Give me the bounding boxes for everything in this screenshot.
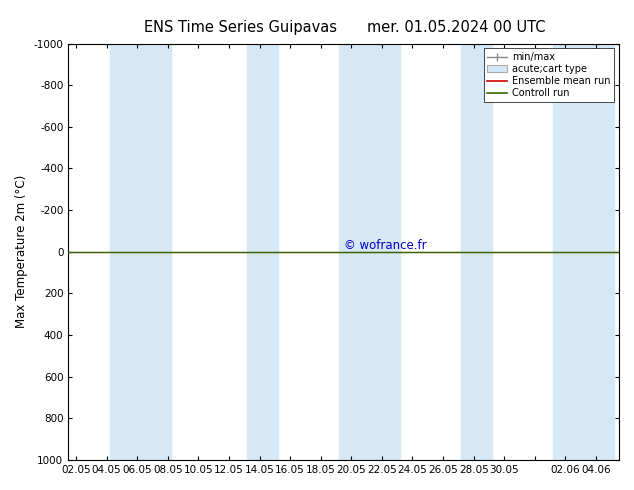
- Legend: min/max, acute;cart type, Ensemble mean run, Controll run: min/max, acute;cart type, Ensemble mean …: [484, 49, 614, 102]
- Text: ENS Time Series Guipavas: ENS Time Series Guipavas: [145, 20, 337, 35]
- Bar: [247, 44, 278, 460]
- Bar: [553, 44, 584, 460]
- Text: mer. 01.05.2024 00 UTC: mer. 01.05.2024 00 UTC: [367, 20, 546, 35]
- Bar: [110, 44, 140, 460]
- Text: © wofrance.fr: © wofrance.fr: [344, 239, 426, 252]
- Bar: [370, 44, 400, 460]
- Y-axis label: Max Temperature 2m (°C): Max Temperature 2m (°C): [15, 175, 28, 328]
- Bar: [140, 44, 171, 460]
- Bar: [462, 44, 492, 460]
- Bar: [584, 44, 614, 460]
- Bar: [339, 44, 370, 460]
